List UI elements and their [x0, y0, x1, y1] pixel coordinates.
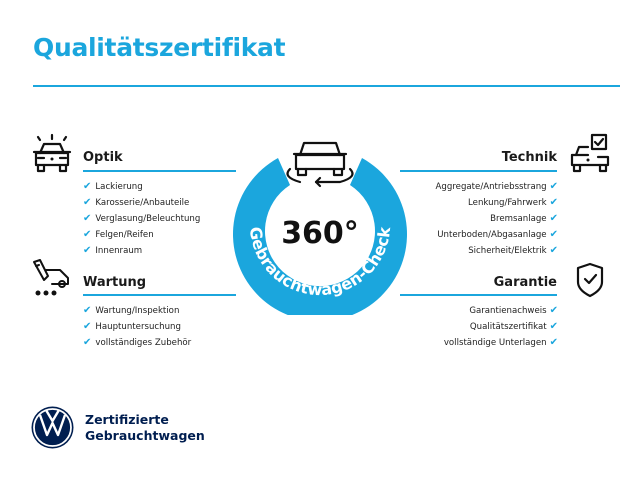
- list-item: Aggregate/Antriebsstrang ✔: [435, 181, 558, 192]
- page-title: Qualitätszertifikat: [33, 33, 286, 62]
- check-icon: ✔: [549, 197, 558, 208]
- check-icon: ✔: [83, 321, 92, 332]
- check-icon: ✔: [549, 213, 558, 224]
- list-item: ✔ Karosserie/Anbauteile: [83, 197, 190, 208]
- car-lights-icon: [32, 133, 72, 173]
- garantie-list: Garantienachweis ✔ Qualitätszertifikat ✔ v…: [444, 303, 558, 351]
- check-icon: ✔: [83, 305, 92, 316]
- badge-ring: [233, 158, 407, 315]
- wartung-list: ✔ Wartung/Inspektion ✔ Hauptuntersuchung ✔…: [83, 303, 191, 351]
- list-item: ✔ Innenraum: [83, 245, 143, 256]
- section-title-technik: Technik: [501, 150, 557, 165]
- list-item: Lenkung/Fahrwerk ✔: [468, 197, 558, 208]
- list-item: ✔ Wartung/Inspektion: [83, 305, 180, 316]
- check-icon: ✔: [549, 321, 558, 332]
- car-rotate-icon: [286, 141, 354, 188]
- technik-list: Aggregate/Antriebsstrang ✔ Lenkung/Fahrwe…: [436, 179, 558, 259]
- list-item: ✔ Felgen/Reifen: [83, 229, 154, 240]
- check-icon: ✔: [83, 181, 92, 192]
- title-divider: [33, 85, 620, 87]
- shield-check-icon: [576, 262, 604, 298]
- check-icon: ✔: [549, 305, 558, 316]
- section-title-wartung: Wartung: [83, 275, 147, 290]
- car-checklist-icon: [570, 133, 610, 173]
- vw-logo: [31, 406, 74, 449]
- optik-list: ✔ Lackierung ✔ Karosserie/Anbauteile ✔ Verg…: [83, 179, 200, 259]
- section-divider: [83, 170, 236, 172]
- list-item: vollständige Unterlagen ✔: [443, 337, 558, 348]
- section-divider: [83, 294, 236, 296]
- list-item: Unterboden/Abgasanlage ✔: [437, 229, 558, 240]
- section-title-optik: Optik: [83, 150, 123, 165]
- list-item: Qualitätszertifikat ✔: [469, 321, 558, 332]
- list-item: ✔ vollständiges Zubehör: [83, 337, 192, 348]
- check-icon: ✔: [83, 245, 92, 256]
- service-tool-icon: [33, 259, 69, 296]
- check-icon: ✔: [83, 197, 92, 208]
- list-item: Sicherheit/Elektrik ✔: [468, 245, 558, 256]
- list-item: ✔ Lackierung: [83, 181, 143, 192]
- section-divider: [400, 294, 557, 296]
- list-item: Garantienachweis ✔: [469, 305, 558, 316]
- badge-value: 360°: [281, 216, 359, 251]
- section-title-garantie: Garantie: [493, 275, 557, 290]
- check-icon: ✔: [83, 213, 92, 224]
- list-item: Bremsanlage ✔: [490, 213, 558, 224]
- check-icon: ✔: [549, 245, 558, 256]
- list-item: ✔ Hauptuntersuchung: [83, 321, 181, 332]
- check-icon: ✔: [83, 337, 92, 348]
- check-icon: ✔: [83, 229, 92, 240]
- check-icon: ✔: [549, 337, 558, 348]
- list-item: ✔ Verglasung/Beleuchtung: [83, 213, 201, 224]
- check-icon: ✔: [549, 229, 558, 240]
- section-divider: [400, 170, 557, 172]
- check-icon: ✔: [549, 181, 558, 192]
- brand-text: Zertifizierte Gebrauchtwagen: [85, 412, 205, 443]
- 360-check-badge: Gebrauchtwagen-Check 360°: [233, 141, 407, 315]
